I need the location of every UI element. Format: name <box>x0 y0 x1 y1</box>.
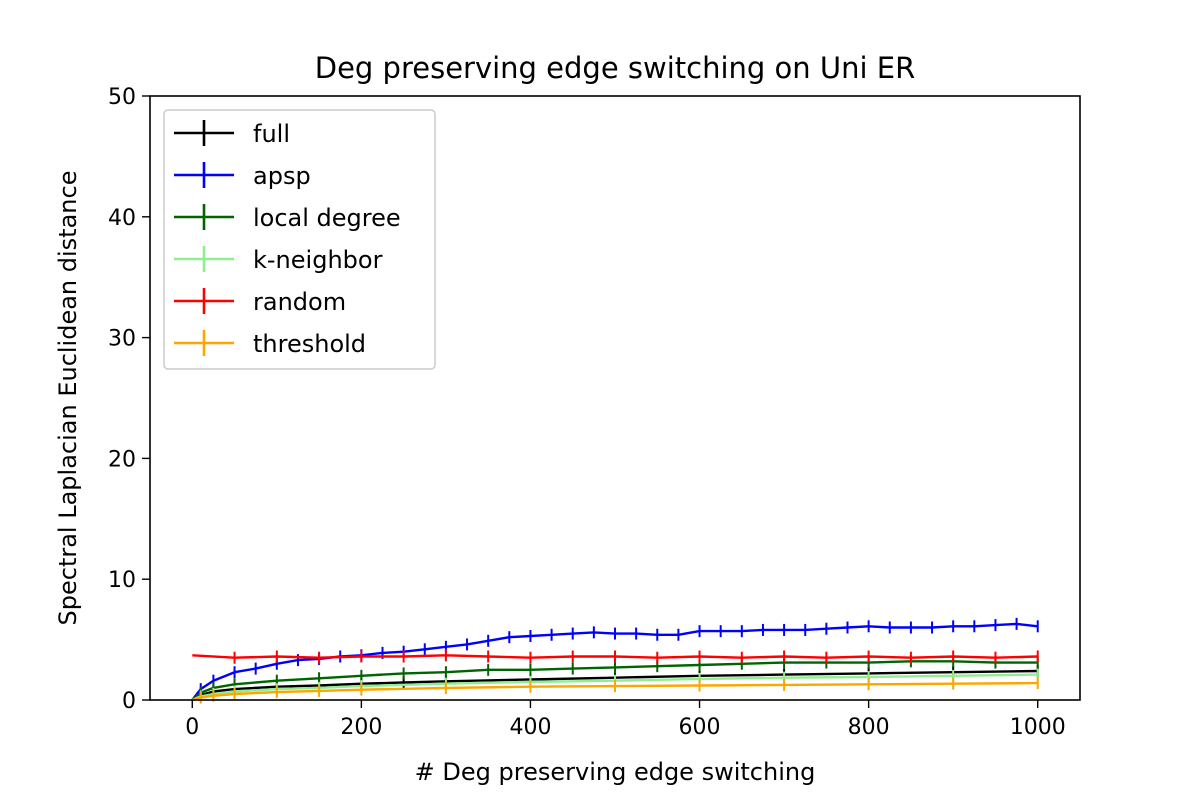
y-axis-label: Spectral Laplacian Euclidean distance <box>54 171 82 626</box>
legend-label: full <box>253 120 290 148</box>
x-tick-label: 0 <box>185 715 199 740</box>
chart-title: Deg preserving edge switching on Uni ER <box>315 51 916 85</box>
y-tick-label: 10 <box>108 568 136 593</box>
y-tick-label: 40 <box>108 206 136 231</box>
series-line-apsp <box>191 622 1038 701</box>
legend-label: local degree <box>253 204 401 232</box>
legend: full apsp local degree k-neighbor random thre… <box>163 109 436 370</box>
y-axis: 0 10 20 30 40 50 <box>108 85 150 714</box>
x-tick-label: 200 <box>340 715 382 740</box>
x-tick-label: 1000 <box>1010 715 1066 740</box>
x-axis-label: # Deg preserving edge switching <box>415 758 816 786</box>
legend-label: k-neighbor <box>253 246 383 274</box>
x-tick-label: 800 <box>848 715 890 740</box>
x-axis: 0 200 400 600 800 1000 <box>185 700 1066 740</box>
legend-label: apsp <box>253 162 311 190</box>
legend-label: threshold <box>253 330 366 358</box>
y-tick-label: 30 <box>108 327 136 352</box>
x-tick-label: 400 <box>509 715 551 740</box>
y-tick-label: 0 <box>122 689 136 714</box>
x-tick-label: 600 <box>679 715 721 740</box>
plot-frame <box>149 95 1081 701</box>
series-layer <box>191 617 1039 704</box>
y-tick-label: 20 <box>108 447 136 472</box>
series-line-full <box>191 669 1038 702</box>
legend-label: random <box>253 288 346 316</box>
y-tick-label: 50 <box>108 85 136 110</box>
